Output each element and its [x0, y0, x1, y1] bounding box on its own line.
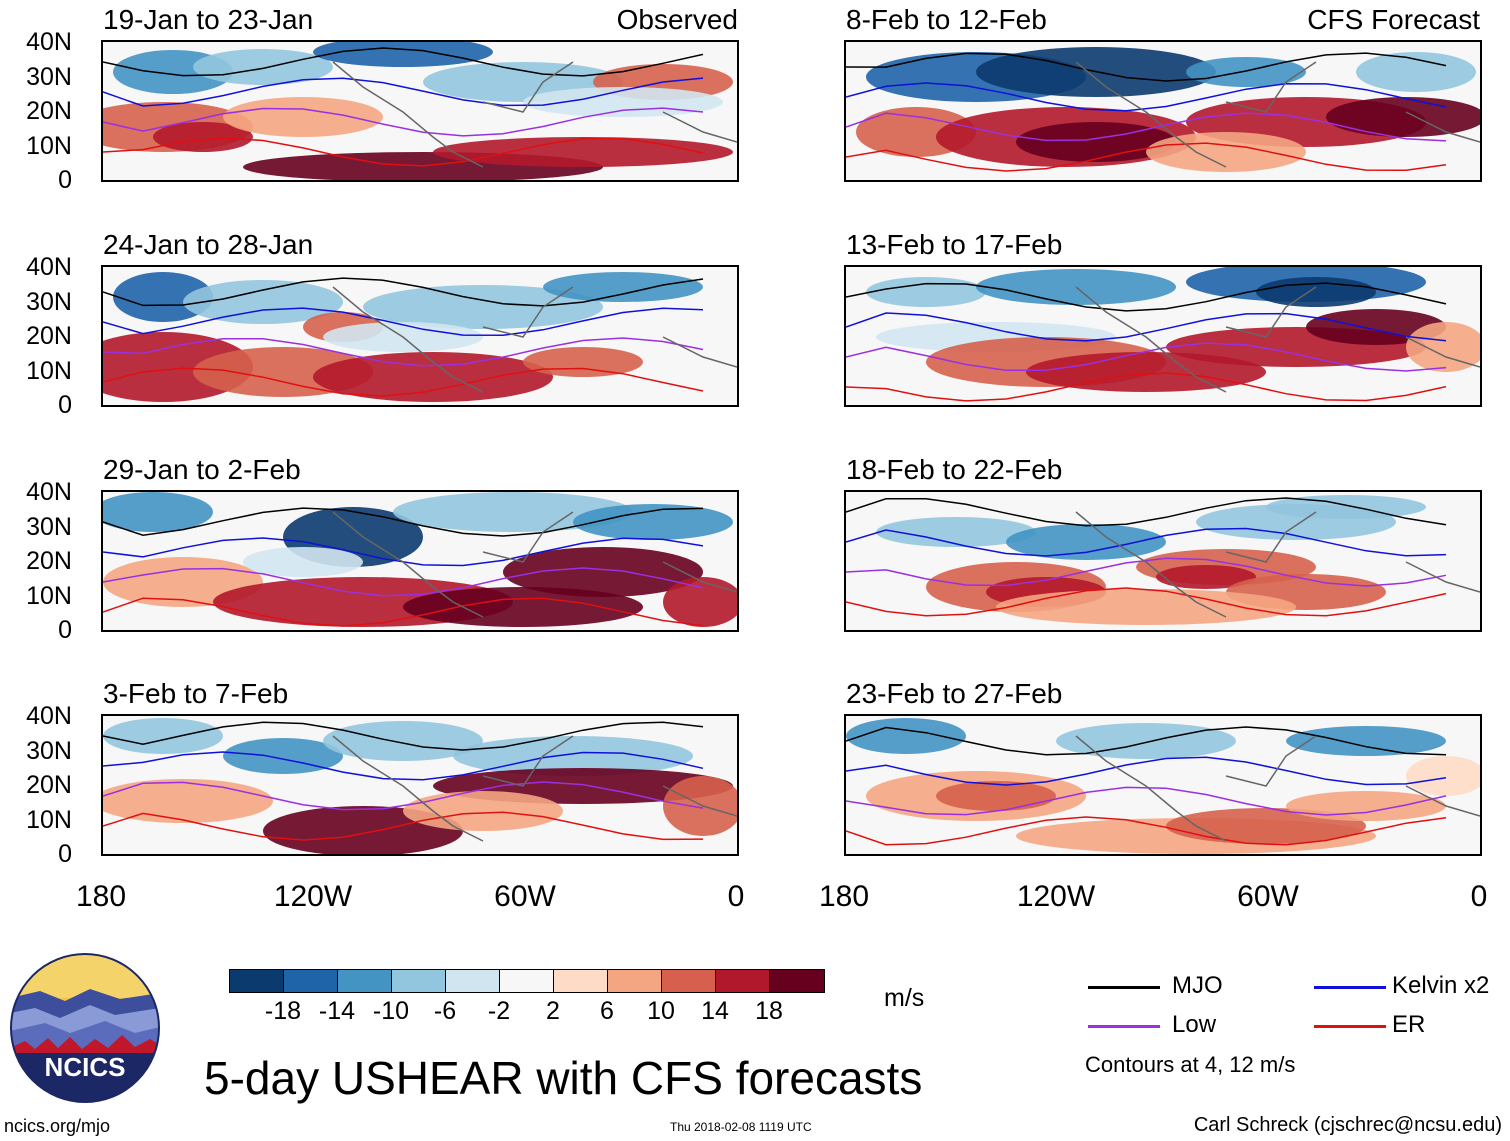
lon-label: 180 — [75, 880, 127, 913]
lat-label: 40N — [26, 28, 72, 56]
colorbar — [229, 969, 825, 993]
footer-url: ncics.org/mjo — [4, 1116, 111, 1136]
panel-obs-2 — [101, 265, 739, 407]
colorbar-label: 2 — [546, 997, 560, 1025]
panel-title: 24-Jan to 28-Jan — [103, 229, 314, 260]
lon-label: 60W — [494, 880, 556, 913]
colorbar-label: -2 — [487, 997, 511, 1025]
shear-field — [846, 267, 1480, 405]
legend-low-line — [1088, 1025, 1160, 1028]
logo-text: NCICS — [45, 1052, 126, 1082]
observed-label: Observed — [616, 4, 738, 35]
lon-label: 120W — [1016, 880, 1096, 913]
lat-label: 20N — [26, 771, 72, 799]
lat-label: 40N — [26, 702, 72, 730]
colorbar-label: -14 — [318, 997, 356, 1025]
colorbar-swatch — [230, 970, 284, 992]
legend-mjo-label: MJO — [1172, 972, 1223, 999]
colorbar-swatch — [554, 970, 608, 992]
lat-label: 10N — [26, 131, 72, 160]
footer-author: Carl Schreck (cjschrec@ncsu.edu) — [1193, 1114, 1502, 1136]
lat-label: 30N — [26, 62, 72, 91]
lat-label: 30N — [26, 736, 72, 765]
shear-field — [103, 716, 737, 854]
shear-field — [103, 267, 737, 405]
colorbar-swatch — [284, 970, 338, 992]
shear-field — [103, 492, 737, 630]
lat-label: 10N — [26, 356, 72, 385]
colorbar-swatch — [446, 970, 500, 992]
panel-title: 3-Feb to 7-Feb — [103, 678, 289, 709]
panel-obs-1 — [101, 40, 739, 182]
panel-obs-4 — [101, 714, 739, 856]
lon-label: 120W — [273, 880, 353, 913]
ncics-logo: NCICS — [10, 953, 160, 1103]
lon-label: 0 — [1470, 880, 1488, 913]
panel-fcst-1 — [844, 40, 1482, 182]
colorbar-label: -6 — [433, 997, 457, 1025]
colorbar-swatch — [338, 970, 392, 992]
legend-er-label: ER — [1392, 1011, 1426, 1038]
legend-mjo-line — [1088, 986, 1160, 989]
lat-label: 30N — [26, 512, 72, 541]
lat-label: 10N — [26, 805, 72, 834]
panel-fcst-4 — [844, 714, 1482, 856]
lat-label: 40N — [26, 478, 72, 506]
colorbar-label: -10 — [372, 997, 410, 1025]
shear-field — [846, 492, 1480, 630]
lat-label: 10N — [26, 581, 72, 610]
panel-obs-3 — [101, 490, 739, 632]
lat-label: 0 — [58, 391, 72, 419]
main-title: 5-day USHEAR with CFS forecasts — [204, 1052, 923, 1104]
panel-title: 18-Feb to 22-Feb — [846, 454, 1063, 485]
lat-label: 20N — [26, 322, 72, 350]
panel-title: 23-Feb to 27-Feb — [846, 678, 1063, 709]
lon-label: 0 — [727, 880, 745, 913]
shear-field — [846, 42, 1480, 180]
colorbar-label: 14 — [701, 997, 729, 1025]
lon-label: 180 — [818, 880, 870, 913]
contour-note: Contours at 4, 12 m/s — [1085, 1052, 1296, 1077]
panel-title: 19-Jan to 23-Jan — [103, 4, 314, 35]
colorbar-swatch — [500, 970, 554, 992]
colorbar-label: 6 — [600, 997, 614, 1025]
units-label: m/s — [884, 984, 925, 1012]
footer-timestamp: Thu 2018-02-08 1119 UTC — [670, 1120, 812, 1134]
lat-label: 0 — [58, 840, 72, 868]
shear-field — [103, 42, 737, 180]
panel-fcst-3 — [844, 490, 1482, 632]
colorbar-label: -18 — [264, 997, 302, 1025]
legend-kelvin-label: Kelvin x2 — [1392, 972, 1490, 999]
lat-label: 0 — [58, 616, 72, 644]
colorbar-label: 18 — [755, 997, 783, 1025]
panel-title: 13-Feb to 17-Feb — [846, 229, 1063, 260]
colorbar-label: 10 — [647, 997, 675, 1025]
legend-kelvin-line — [1314, 986, 1386, 989]
panel-fcst-2 — [844, 265, 1482, 407]
lon-label: 60W — [1237, 880, 1299, 913]
colorbar-swatch — [770, 970, 824, 992]
legend-er-line — [1314, 1025, 1386, 1028]
shear-field — [846, 716, 1480, 854]
cfs-forecast-label: CFS Forecast — [1307, 4, 1480, 35]
panel-title: 8-Feb to 12-Feb — [846, 4, 1047, 35]
lat-label: 0 — [58, 166, 72, 194]
legend-low-label: Low — [1172, 1011, 1217, 1038]
colorbar-swatch — [608, 970, 662, 992]
lat-label: 20N — [26, 547, 72, 575]
lat-label: 40N — [26, 253, 72, 281]
colorbar-swatch — [392, 970, 446, 992]
lat-label: 30N — [26, 287, 72, 316]
colorbar-swatch — [716, 970, 770, 992]
colorbar-swatch — [662, 970, 716, 992]
lat-label: 20N — [26, 97, 72, 125]
panel-title: 29-Jan to 2-Feb — [103, 454, 301, 485]
